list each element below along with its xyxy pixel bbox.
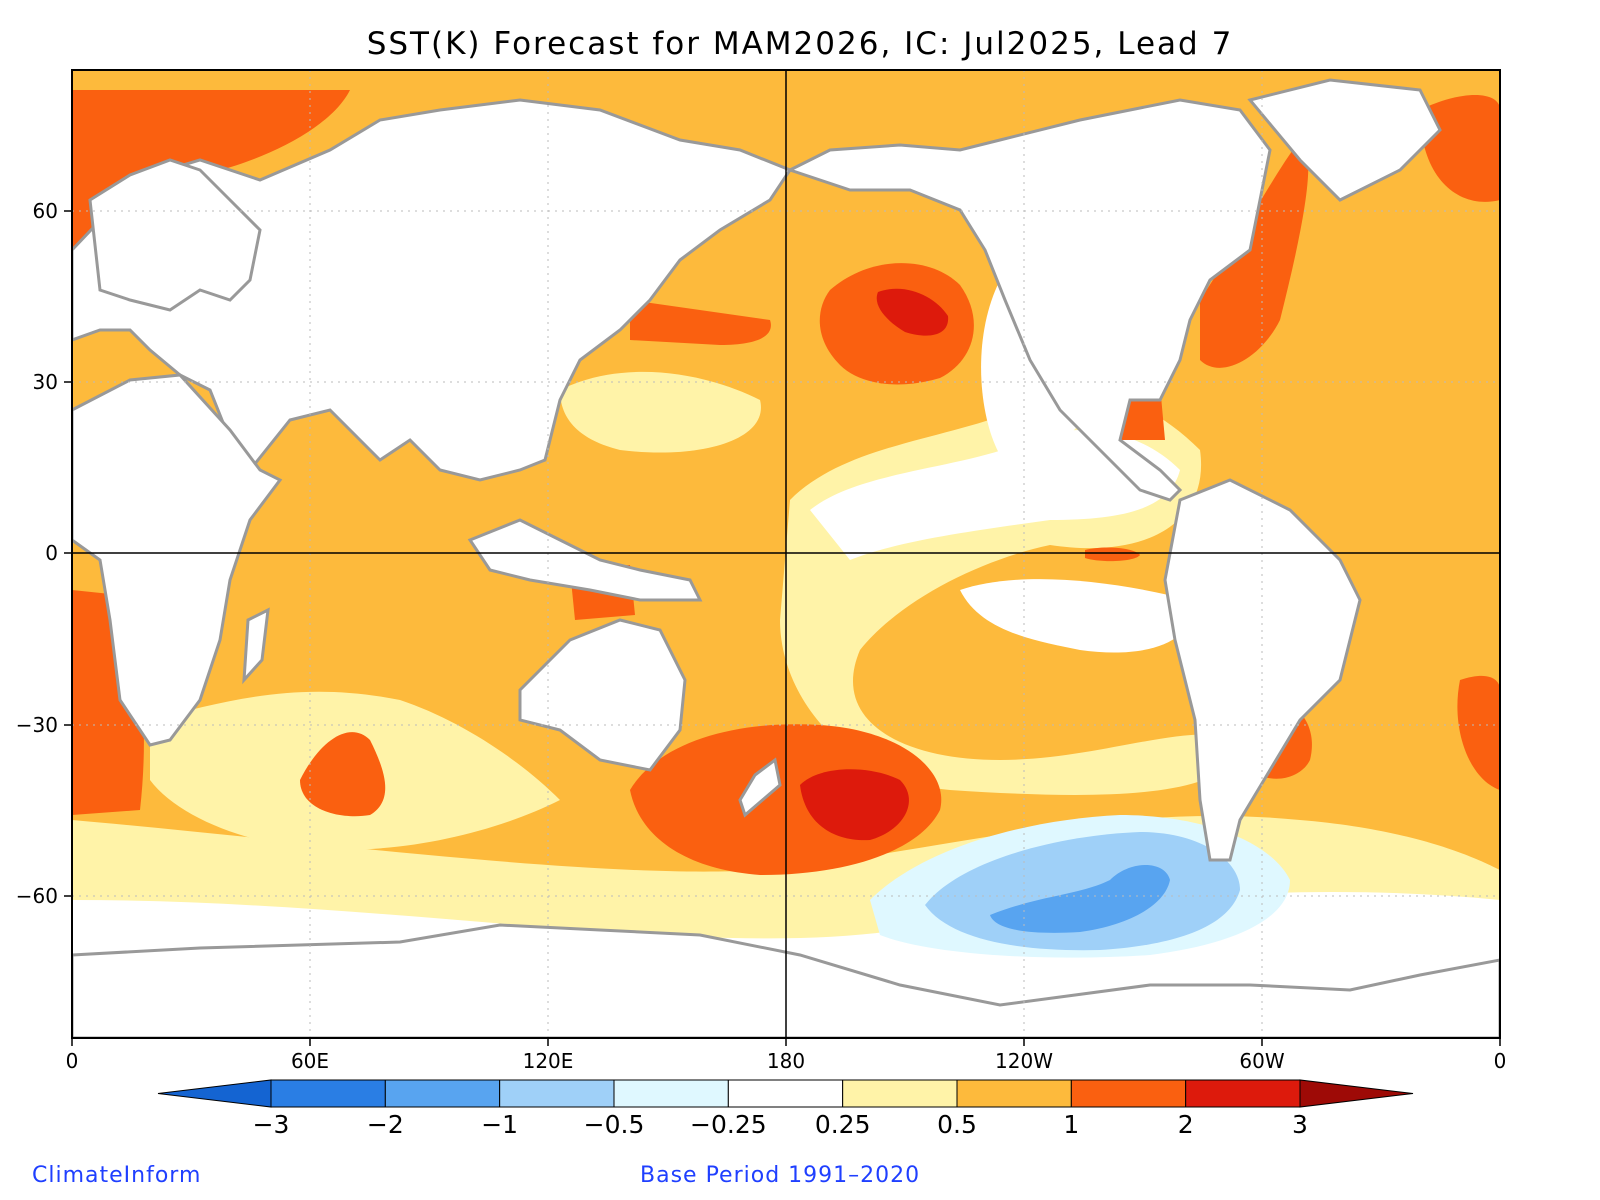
x-tick-label: 60E bbox=[291, 1049, 329, 1073]
anomaly-spacific-strong bbox=[800, 769, 909, 841]
colorbar-label: −0.25 bbox=[690, 1110, 767, 1139]
colorbar-label: 2 bbox=[1178, 1110, 1194, 1139]
anomaly-japan-warm bbox=[630, 300, 771, 345]
colorbar-swatch bbox=[842, 1079, 958, 1108]
land-eurasia bbox=[72, 98, 793, 482]
colorbar-swatch bbox=[613, 1079, 729, 1108]
colorbar-label: 0.25 bbox=[815, 1110, 871, 1139]
land-north-america bbox=[786, 98, 1272, 502]
anomaly-pacific-neutral bbox=[810, 430, 1180, 560]
colorbar-swatch bbox=[1299, 1079, 1414, 1108]
land-nz bbox=[738, 757, 782, 818]
anomaly-southern-cool-strong bbox=[990, 865, 1170, 933]
colorbar-swatch bbox=[956, 1079, 1072, 1108]
colorbar-label: 3 bbox=[1292, 1110, 1308, 1139]
land-africa bbox=[72, 373, 283, 747]
land-maritime bbox=[467, 518, 703, 602]
y-tick-label: 0 bbox=[45, 541, 58, 565]
colorbar: −3 −2 −1 −0.5 −0.25 0.25 0.5 1 2 3 bbox=[157, 1079, 1414, 1139]
colorbar-label: −3 bbox=[253, 1110, 290, 1139]
colorbar-label: −1 bbox=[481, 1110, 518, 1139]
colorbar-label: 0.5 bbox=[937, 1110, 977, 1139]
y-tick-label: −30 bbox=[16, 713, 58, 737]
land-south-america bbox=[1163, 478, 1362, 862]
map-title: SST(K) Forecast for MAM2026, IC: Jul2025… bbox=[366, 26, 1234, 62]
x-tick-label: 120W bbox=[995, 1049, 1053, 1073]
credit-label: ClimateInform bbox=[32, 1163, 202, 1188]
colorbar-label: 1 bbox=[1063, 1110, 1079, 1139]
land-australia bbox=[518, 618, 687, 772]
land-madagascar bbox=[242, 607, 270, 685]
colorbar-label: −0.5 bbox=[584, 1110, 645, 1139]
land-greenland bbox=[1247, 78, 1442, 202]
colorbar-swatch bbox=[499, 1079, 615, 1108]
x-tick-label: 0 bbox=[1494, 1049, 1507, 1073]
x-tick-label: 180 bbox=[767, 1049, 805, 1073]
y-tick-label: 30 bbox=[33, 370, 58, 394]
anomaly-natlantic-warm bbox=[1200, 140, 1309, 368]
anomaly-pacific-neutral-2 bbox=[960, 579, 1192, 653]
colorbar-swatch bbox=[270, 1079, 386, 1108]
colorbar-swatch bbox=[727, 1079, 844, 1108]
x-tick-label: 120E bbox=[523, 1049, 574, 1073]
colorbar-swatch bbox=[384, 1079, 501, 1108]
y-tick-label: 60 bbox=[33, 199, 58, 223]
colorbar-swatch bbox=[1185, 1079, 1301, 1108]
anomaly-greenland-warm bbox=[1420, 95, 1500, 202]
colorbar-label: −2 bbox=[367, 1110, 404, 1139]
anomaly-eq-warm bbox=[1085, 547, 1140, 562]
colorbar-swatch bbox=[1070, 1079, 1187, 1108]
gridlines bbox=[72, 70, 1500, 1038]
anomaly-npacific-strong bbox=[876, 288, 949, 336]
anomaly-indian-warm bbox=[300, 732, 386, 817]
anomaly-kuroshio-pale bbox=[560, 371, 761, 453]
colorbar-swatch bbox=[157, 1079, 272, 1108]
base-period-label: Base Period 1991–2020 bbox=[640, 1163, 921, 1188]
x-tick-label: 60W bbox=[1239, 1049, 1284, 1073]
anomaly-satlantic-warm-2 bbox=[1457, 675, 1500, 790]
land-europe bbox=[88, 158, 262, 312]
x-tick-label: 0 bbox=[66, 1049, 79, 1073]
ticks bbox=[64, 210, 1501, 1046]
y-tick-label: −60 bbox=[16, 884, 58, 908]
